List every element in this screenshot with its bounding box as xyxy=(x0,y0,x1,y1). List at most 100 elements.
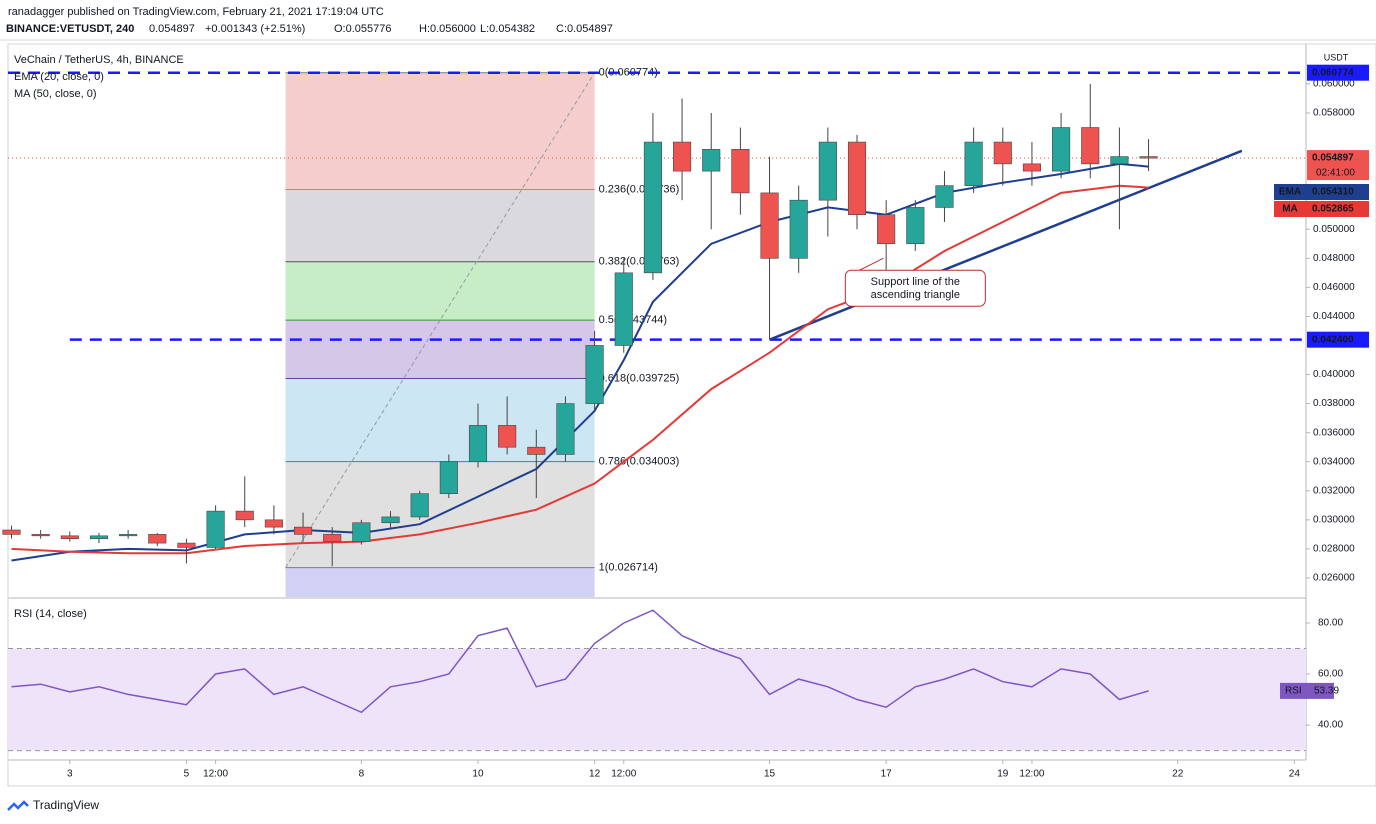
candle-body xyxy=(789,199,808,259)
last-price-label: 0.054897 xyxy=(1312,153,1354,164)
candle-body xyxy=(847,141,867,216)
rsi-badge xyxy=(1280,682,1334,699)
candle-body xyxy=(206,510,225,548)
indicator-badge-name: MA xyxy=(1282,204,1298,215)
open: O:0.055776 xyxy=(334,23,392,35)
fib-zone xyxy=(285,567,595,597)
candle-body xyxy=(1139,156,1158,159)
fib-zone xyxy=(285,189,595,262)
candle-body xyxy=(818,141,837,201)
logo-text: TradingView xyxy=(33,798,99,812)
y-tick-label: 0.048000 xyxy=(1313,253,1355,264)
candle-body xyxy=(1022,163,1041,172)
candle-body xyxy=(323,534,342,542)
fib-zone xyxy=(285,378,595,462)
rsi-title: RSI (14, close) xyxy=(14,608,87,620)
indicator-line xyxy=(11,184,1149,555)
x-tick-label: 5 xyxy=(184,769,190,780)
x-tick-label: 10 xyxy=(472,769,484,780)
y-tick-label: 0.060000 xyxy=(1313,79,1355,90)
rsi-line xyxy=(11,609,1149,714)
indicator-badge xyxy=(1274,201,1369,217)
x-tick-label: 19 xyxy=(997,769,1009,780)
candle-body xyxy=(760,192,779,259)
y-tick-label: 0.034000 xyxy=(1313,456,1355,467)
trendline xyxy=(769,149,1243,341)
candle-body xyxy=(643,141,662,274)
y-tick-label: 0.050000 xyxy=(1313,224,1355,235)
logo: TradingView xyxy=(7,798,99,812)
x-tick-label: 12:00 xyxy=(1019,769,1044,780)
candle-body xyxy=(1052,127,1071,172)
y-tick-label: 0.026000 xyxy=(1313,573,1355,584)
candle-body xyxy=(614,272,633,346)
candle-body xyxy=(498,425,517,448)
countdown: 02:41:00 xyxy=(1316,168,1355,179)
high: H:0.056000 xyxy=(419,23,476,35)
candle-body xyxy=(31,534,50,537)
candle-body xyxy=(1081,127,1100,165)
candle-body xyxy=(264,519,283,528)
level-badge-label: 0.060774 xyxy=(1312,67,1354,78)
close: C:0.054897 xyxy=(556,23,613,35)
candle-body xyxy=(702,149,721,172)
low: L:0.054382 xyxy=(480,23,535,35)
candle-body xyxy=(294,526,313,535)
candle-body xyxy=(935,185,954,208)
candle-body xyxy=(527,446,546,455)
candle-body xyxy=(877,214,896,245)
y-tick-label: 0.046000 xyxy=(1313,282,1355,293)
x-tick-label: 24 xyxy=(1289,769,1301,780)
legend-entry: EMA (20, close, 0) xyxy=(14,71,104,83)
y-tick-label: 0.030000 xyxy=(1313,514,1355,525)
rsi-band xyxy=(8,648,1306,751)
fib-trend xyxy=(285,72,596,568)
fib-label: 0.786(0.034003) xyxy=(599,456,680,468)
candle-body xyxy=(556,403,575,455)
chart-frame xyxy=(7,43,1376,787)
fib-label: 0.382(0.047763) xyxy=(599,256,680,268)
candle-body xyxy=(89,535,109,540)
candle-body xyxy=(119,534,138,537)
candle-body xyxy=(60,535,79,540)
candle-body xyxy=(1110,156,1129,165)
rsi-badge-value: 53.39 xyxy=(1314,686,1339,697)
x-tick-label: 12 xyxy=(589,769,601,780)
fib-label: 0.236(0.052736) xyxy=(599,183,680,195)
indicator-badge xyxy=(1274,184,1369,200)
y-tick-label: 0.036000 xyxy=(1313,427,1355,438)
candle-body xyxy=(468,425,488,463)
indicator-badge-value: 0.054310 xyxy=(1312,187,1354,198)
candle-body xyxy=(235,510,254,521)
x-tick-label: 15 xyxy=(764,769,776,780)
x-tick-label: 12:00 xyxy=(203,769,228,780)
candle-body xyxy=(177,542,196,548)
level-badge-label: 0.042400 xyxy=(1312,334,1354,345)
fib-label: 0.5(0.043744) xyxy=(599,314,668,326)
y-tick-label: 0.058000 xyxy=(1313,108,1355,119)
candle-body xyxy=(906,207,925,245)
rsi-tick-label: 40.00 xyxy=(1318,720,1343,731)
annotation-text: ascending triangle xyxy=(871,289,960,301)
candle-body xyxy=(585,345,604,404)
candle-body xyxy=(993,141,1012,165)
change: +0.001343 (+2.51%) xyxy=(205,23,305,35)
symbol: BINANCE:VETUSDT, 240 xyxy=(6,23,134,35)
x-tick-label: 12:00 xyxy=(611,769,636,780)
last-price-badge xyxy=(1307,150,1369,181)
fib-zone xyxy=(285,261,595,321)
fib-zone xyxy=(285,320,595,379)
y-tick-label: 0.032000 xyxy=(1313,485,1355,496)
indicator-badge-value: 0.052865 xyxy=(1312,204,1354,215)
candle-body xyxy=(731,149,750,194)
x-tick-label: 8 xyxy=(359,769,365,780)
candle-body xyxy=(673,141,692,172)
y-tick-label: 0.044000 xyxy=(1313,311,1355,322)
fib-label: 0.618(0.039725) xyxy=(599,372,680,384)
indicator-badge-name: EMA xyxy=(1279,187,1301,198)
y-tick-label: 0.028000 xyxy=(1313,544,1355,555)
currency: USDT xyxy=(1324,52,1349,62)
x-tick-label: 3 xyxy=(67,769,73,780)
y-tick-label: 0.038000 xyxy=(1313,398,1355,409)
rsi-badge-name: RSI xyxy=(1285,686,1302,697)
